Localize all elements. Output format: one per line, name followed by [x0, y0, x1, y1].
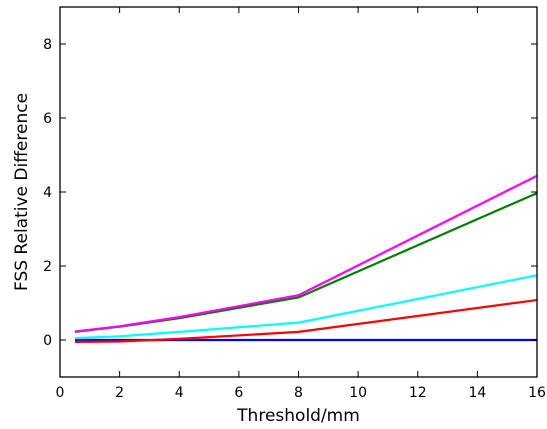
series-line-4: [74, 174, 538, 333]
x-tick-label: 6: [234, 385, 243, 401]
ticks-layer: 0 2 4 6 8 10 12 14 16 0 2 4 6 8: [43, 7, 546, 401]
x-axis-title: Threshold/mm: [236, 406, 360, 426]
x-tick-label: 8: [294, 385, 303, 401]
x-tick-label: 10: [349, 385, 367, 401]
y-tick-label: 0: [43, 333, 52, 349]
y-tick-label: 4: [43, 185, 52, 201]
x-tick-label: 14: [468, 385, 486, 401]
x-tick-label: 16: [528, 385, 546, 401]
y-tick-label: 6: [43, 111, 52, 127]
x-tick-label: 4: [175, 385, 184, 401]
y-axis-title: FSS Relative Difference: [12, 93, 32, 291]
series-line-2: [74, 274, 538, 340]
x-tick-label: 12: [409, 385, 427, 401]
y-tick-label: 2: [43, 259, 52, 275]
y-tick-label: 8: [43, 37, 52, 53]
series-line-3: [74, 192, 538, 333]
series-layer: [74, 174, 538, 343]
x-tick-label: 2: [115, 385, 124, 401]
series-line-1: [74, 298, 538, 343]
x-tick-label: 0: [56, 385, 65, 401]
